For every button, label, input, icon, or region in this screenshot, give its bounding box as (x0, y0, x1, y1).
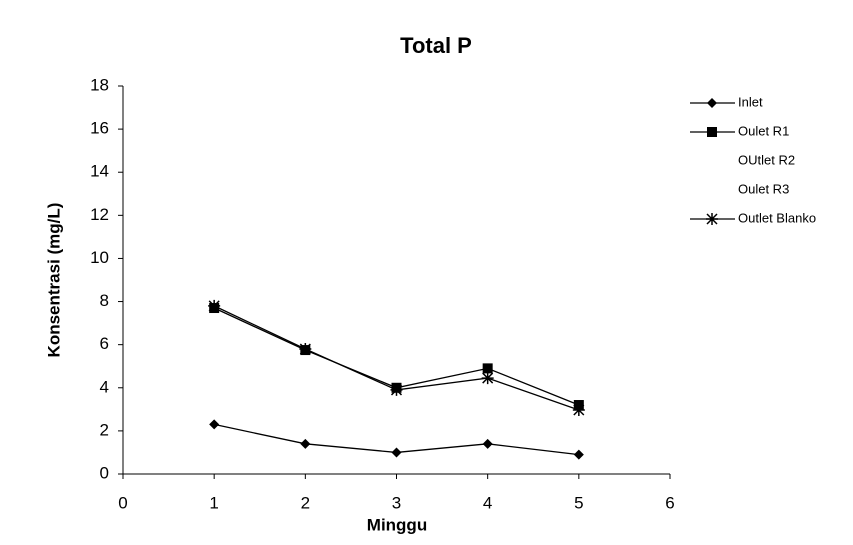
x-tick-label: 3 (392, 493, 401, 512)
data-point (390, 383, 403, 396)
y-tick-label: 0 (100, 463, 109, 482)
x-tick-label: 6 (665, 493, 674, 512)
data-point (573, 449, 584, 460)
data-point (572, 403, 585, 416)
y-tick-label: 2 (100, 420, 109, 439)
x-tick-label: 5 (574, 493, 583, 512)
y-tick-label: 10 (90, 248, 109, 267)
y-tick-label: 16 (90, 119, 109, 138)
data-point (209, 419, 220, 430)
y-tick-label: 18 (90, 75, 109, 94)
legend-marker (707, 127, 717, 137)
data-point (482, 438, 493, 449)
data-point (299, 342, 312, 355)
chart-title: Total P (400, 33, 472, 58)
legend-label: Oulet R1 (738, 123, 789, 138)
y-tick-label: 8 (100, 291, 109, 310)
data-point (391, 447, 402, 458)
data-point (300, 438, 311, 449)
legend-label: Outlet Blanko (738, 210, 816, 225)
data-point (208, 299, 221, 312)
x-tick-label: 4 (483, 493, 492, 512)
y-axis-label: Konsentrasi (mg/L) (44, 203, 63, 358)
legend-label: Inlet (738, 94, 763, 109)
data-point (481, 372, 494, 385)
legend-marker (706, 213, 718, 225)
data-point (482, 363, 493, 374)
y-tick-label: 12 (90, 205, 109, 224)
legend-label: OUtlet R2 (738, 152, 795, 167)
y-tick-label: 6 (100, 334, 109, 353)
x-tick-label: 2 (301, 493, 310, 512)
y-tick-label: 14 (90, 162, 109, 181)
legend-label: Oulet R3 (738, 181, 789, 196)
legend-marker (707, 98, 717, 108)
x-tick-label: 1 (209, 493, 218, 512)
x-tick-label: 0 (118, 493, 127, 512)
x-axis-label: Minggu (367, 515, 427, 534)
y-tick-label: 4 (100, 377, 109, 396)
